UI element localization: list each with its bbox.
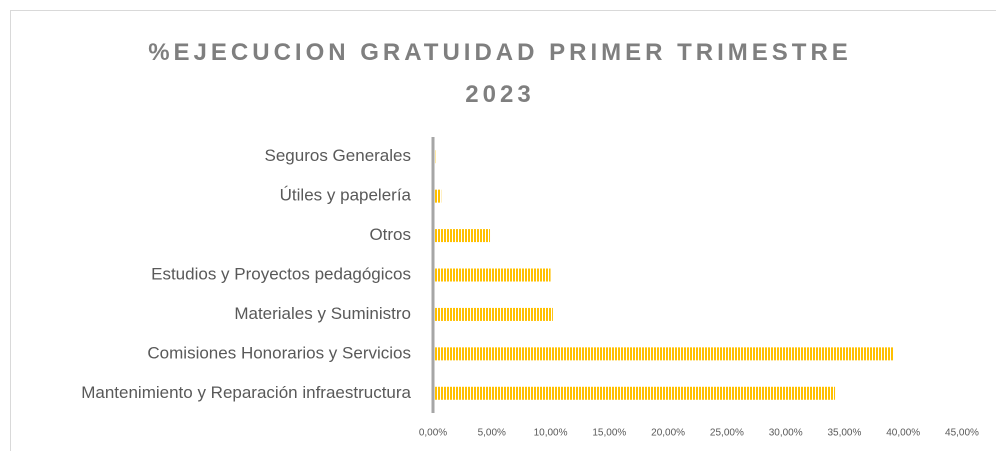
x-tick-label: 15,00%: [592, 428, 626, 439]
y-tick-label: Comisiones Honorarios y Servicios: [147, 343, 411, 362]
x-tick-label: 5,00%: [478, 428, 506, 439]
y-tick-label: Otros: [369, 225, 411, 244]
x-tick-label: 40,00%: [886, 428, 920, 439]
bar: [433, 229, 491, 243]
x-tick-label: 20,00%: [651, 428, 685, 439]
y-tick-label: Seguros Generales: [265, 146, 411, 165]
y-tick-label: Materiales y Suministro: [234, 304, 411, 323]
x-tick-label: 25,00%: [710, 428, 744, 439]
bar: [433, 268, 551, 282]
chart-title: %EJECUCION GRATUIDAD PRIMER TRIMESTRE 20…: [148, 39, 852, 108]
x-tick-label: 30,00%: [769, 428, 803, 439]
x-tick-label: 35,00%: [827, 428, 861, 439]
bar: [433, 386, 836, 400]
x-tick-label: 10,00%: [534, 428, 568, 439]
y-tick-label: Estudios y Proyectos pedagógicos: [151, 264, 411, 283]
y-tick-label: Útiles y papelería: [280, 186, 412, 205]
y-tick-label: Mantenimiento y Reparación infraestructu…: [81, 383, 411, 402]
x-tick-label: 0,00%: [419, 428, 447, 439]
bar: [433, 307, 553, 321]
bar: [433, 347, 894, 361]
bar: [433, 189, 442, 203]
x-tick-label: 45,00%: [945, 428, 979, 439]
chart-border: [10, 10, 996, 451]
